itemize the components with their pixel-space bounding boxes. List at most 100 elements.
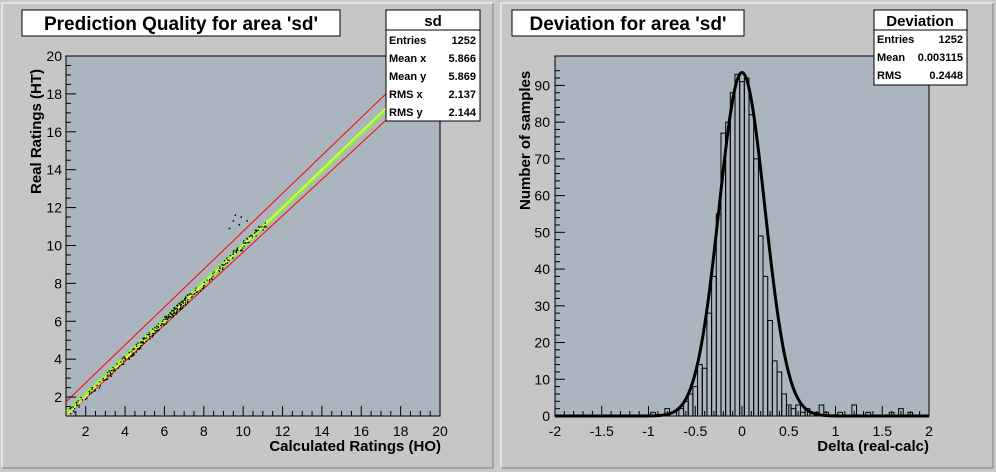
scatter-point: [255, 235, 257, 237]
scatter-stats-label: RMS y: [389, 107, 424, 119]
scatter-point: [143, 337, 145, 339]
scatter-point: [143, 342, 145, 345]
gaussian-fit-curve: [555, 70, 929, 418]
scatter-point: [246, 237, 248, 240]
scatter-point: [187, 298, 189, 301]
scatter-y-tick-label: 12: [46, 200, 62, 216]
scatter-point: [203, 285, 206, 287]
scatter-point: [99, 381, 101, 383]
scatter-point: [117, 367, 119, 369]
scatter-point: [147, 334, 150, 336]
scatter-point: [132, 353, 134, 355]
scatter-point: [176, 304, 178, 307]
scatter-point: [88, 390, 91, 393]
scatter-point: [152, 334, 155, 337]
scatter-point: [258, 226, 260, 228]
scatter-point: [261, 226, 263, 228]
scatter-point: [180, 308, 182, 310]
histogram-stats-name: Deviation: [886, 13, 954, 30]
scatter-point: [197, 291, 199, 293]
scatter-point: [236, 247, 239, 249]
scatter-y-tick-label: 2: [54, 389, 62, 405]
scatter-point: [232, 251, 235, 253]
scatter-point: [109, 374, 112, 377]
scatter-point: [165, 316, 168, 319]
histogram-y-tick-label: 10: [534, 371, 550, 387]
histogram-stats-box: Deviation Entries 1252 Mean 0.003115 RMS…: [873, 9, 968, 86]
scatter-point: [176, 304, 179, 306]
scatter-point: [236, 248, 238, 250]
scatter-point: [167, 317, 169, 320]
scatter-point: [124, 359, 127, 361]
scatter-point: [209, 278, 211, 281]
scatter-point: [180, 301, 182, 303]
scatter-point: [109, 373, 112, 375]
scatter-point: [136, 348, 139, 350]
scatter-point: [218, 270, 221, 273]
scatter-point: [136, 345, 138, 348]
scatter-point: [181, 307, 184, 309]
scatter-point: [176, 305, 179, 307]
scatter-point: [172, 309, 175, 311]
scatter-point: [160, 324, 162, 327]
scatter-chart: 2 4 6 8 10 12 14 16 18 20 2 4 6 8 10 12 14 16 18 20 Calcul…: [21, 9, 481, 455]
scatter-point: [195, 287, 197, 289]
scatter-x-tick-label: 14: [314, 423, 330, 439]
scatter-x-tick-label: 4: [121, 423, 129, 439]
scatter-point: [223, 264, 225, 266]
scatter-point: [191, 295, 193, 298]
scatter-point: [156, 329, 159, 332]
scatter-point: [105, 378, 108, 381]
scatter-point: [196, 291, 198, 293]
scatter-point: [180, 303, 183, 306]
scatter-point: [128, 358, 130, 361]
scatter-point: [212, 273, 214, 275]
scatter-x-tick-label: 20: [432, 423, 448, 439]
scatter-point: [181, 300, 183, 303]
histogram-y-tick-label: 40: [534, 261, 550, 277]
scatter-point: [161, 320, 164, 322]
scatter-point: [176, 307, 178, 310]
histogram-stats-label: Entries: [877, 34, 914, 46]
scatter-point: [142, 341, 145, 343]
scatter-point: [149, 335, 151, 338]
scatter-point: [166, 321, 168, 323]
scatter-point: [202, 287, 205, 289]
scatter-point: [157, 323, 160, 325]
scatter-point: [91, 388, 93, 390]
scatter-point: [245, 242, 247, 244]
scatter-point: [222, 264, 224, 266]
histogram-x-axis-label: Delta (real-calc): [817, 438, 929, 455]
scatter-point: [169, 315, 172, 318]
scatter-point: [195, 291, 197, 294]
scatter-point: [227, 259, 229, 261]
scatter-point: [140, 347, 142, 349]
histogram-stats-value: 0.003115: [918, 52, 963, 64]
scatter-point: [78, 404, 80, 406]
histogram-stats-value: 0.2448: [929, 70, 963, 82]
scatter-point: [99, 385, 102, 387]
scatter-point: [122, 360, 125, 362]
scatter-point: [241, 247, 244, 249]
scatter-stats-label: Mean x: [389, 53, 427, 65]
scatter-point: [120, 361, 122, 363]
scatter-point: [232, 220, 235, 222]
scatter-point: [69, 413, 72, 415]
scatter-point: [235, 249, 238, 252]
scatter-point: [232, 257, 234, 259]
scatter-point: [190, 296, 193, 299]
scatter-point: [106, 371, 109, 374]
scatter-x-tick-label: 10: [235, 423, 251, 439]
scatter-point: [176, 310, 178, 312]
histogram-y-tick-label: 0: [542, 408, 550, 424]
scatter-point: [182, 300, 184, 302]
scatter-point: [132, 348, 135, 350]
scatter-point: [94, 390, 96, 392]
scatter-point: [133, 348, 136, 350]
scatter-point: [242, 242, 245, 244]
scatter-point: [123, 357, 126, 359]
scatter-point: [110, 369, 113, 372]
scatter-x-tick-label: 16: [353, 423, 369, 439]
scatter-point: [161, 323, 163, 325]
scatter-point: [73, 411, 76, 413]
